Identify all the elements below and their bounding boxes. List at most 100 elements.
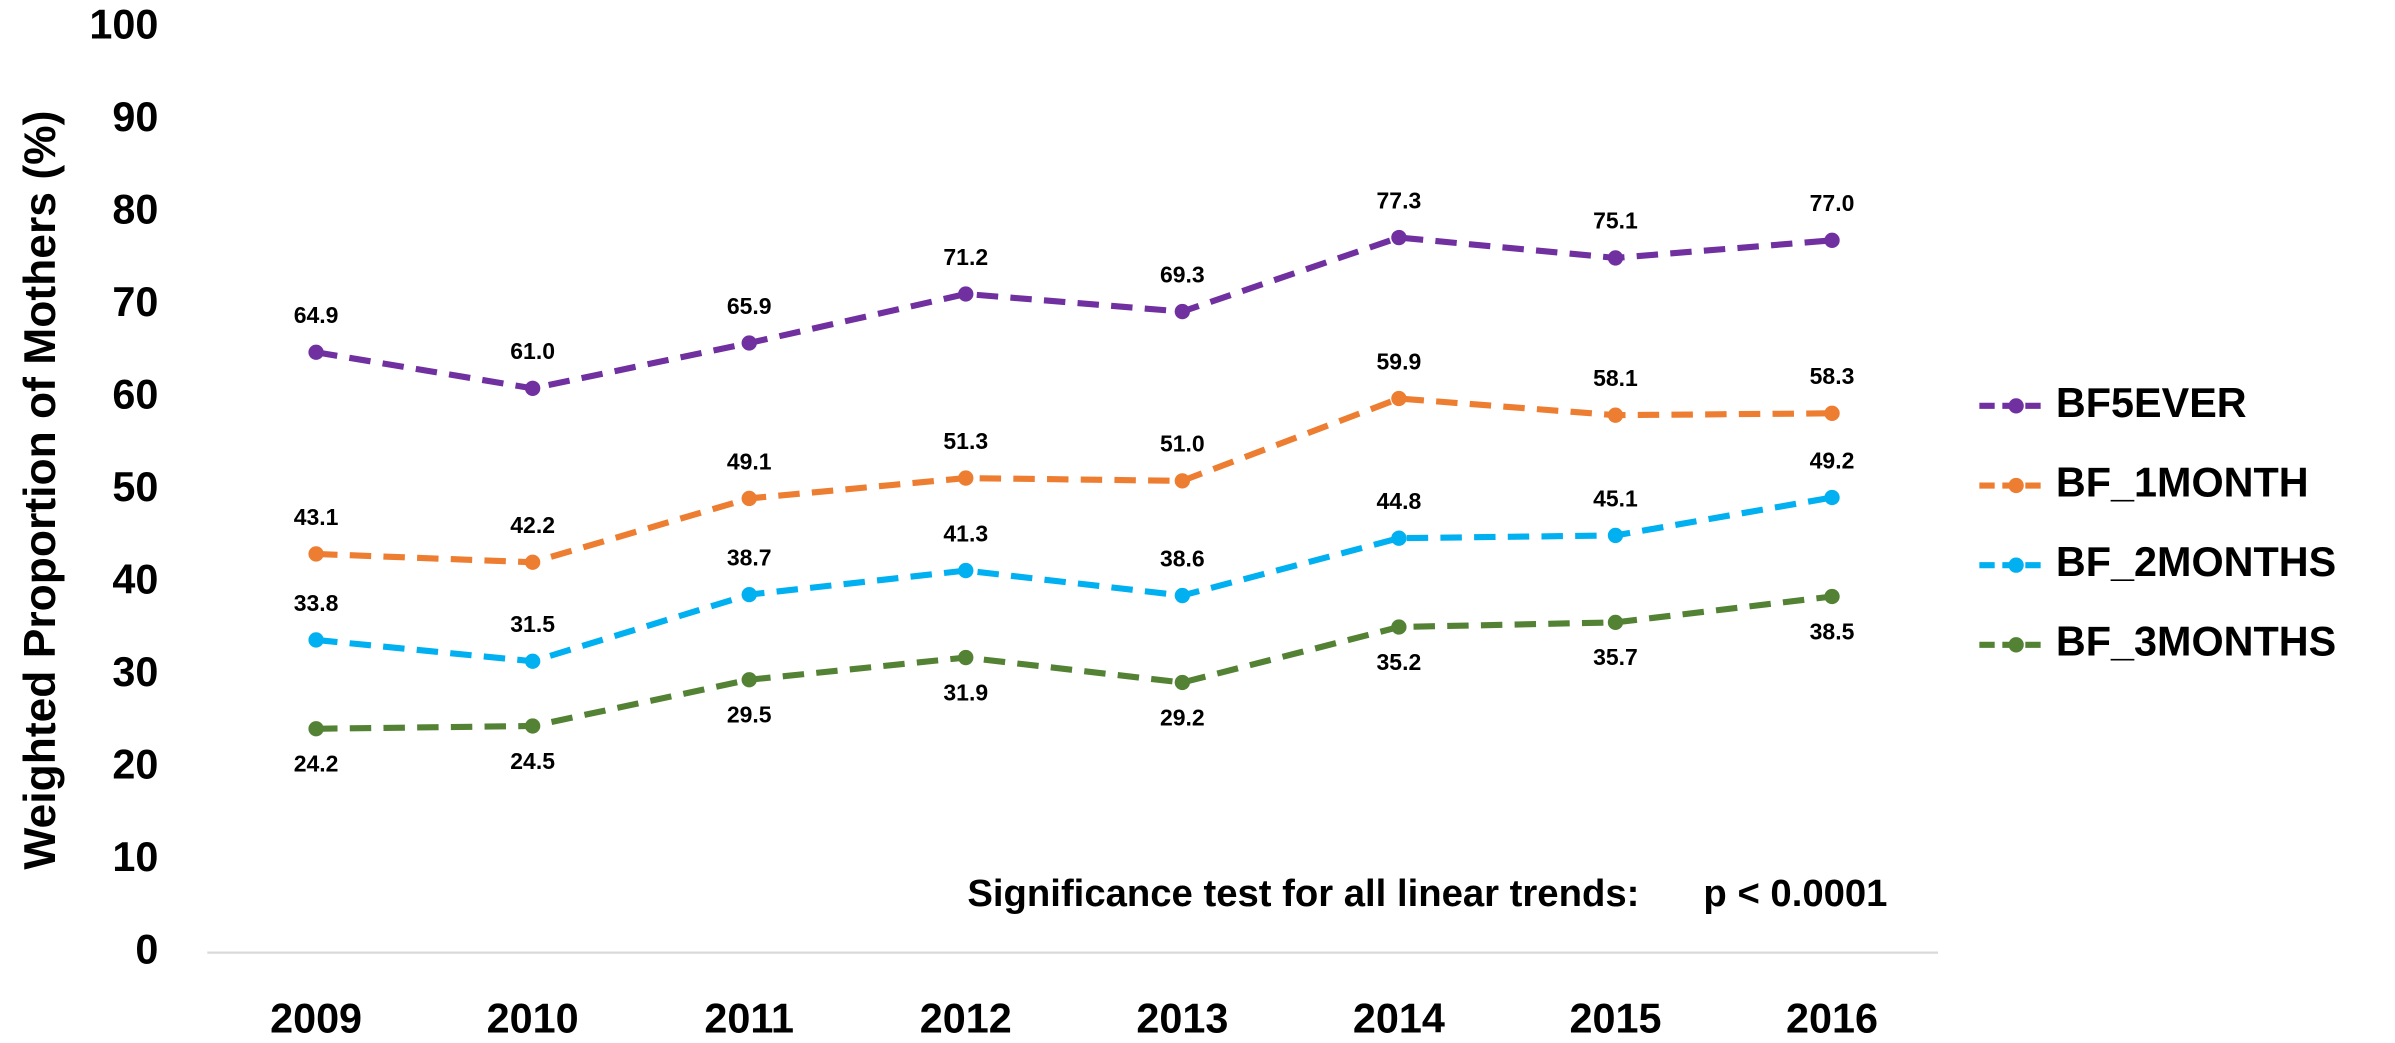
x-tick-label: 2009: [270, 995, 362, 1041]
data-label: 51.3: [943, 428, 988, 454]
series-line: [315, 234, 1833, 392]
series-line: [315, 494, 1833, 665]
y-tick-label: 80: [112, 187, 158, 233]
data-label: 51.0: [1160, 431, 1205, 457]
data-label: 58.1: [1593, 365, 1638, 391]
data-point: [1174, 473, 1190, 489]
data-label: 24.5: [510, 748, 555, 774]
annotation: Significance test for all linear trends:: [967, 872, 1639, 915]
data-point: [1391, 619, 1407, 635]
y-tick-label: 30: [112, 649, 158, 695]
legend-label: BF_2MONTHS: [2056, 539, 2336, 585]
data-label: 31.5: [510, 611, 555, 637]
data-point: [1174, 674, 1190, 691]
data-point: [1607, 250, 1624, 266]
x-tick-label: 2015: [1569, 995, 1661, 1041]
data-point: [741, 490, 757, 507]
y-tick-label: 100: [89, 1, 158, 47]
y-tick-label: 70: [112, 279, 158, 325]
data-point: [1174, 303, 1190, 320]
data-point: [1391, 390, 1407, 407]
data-label: 42.2: [510, 512, 555, 538]
data-label: 49.2: [1810, 447, 1855, 473]
y-tick-label: 20: [112, 742, 158, 788]
data-label: 29.2: [1160, 704, 1205, 730]
data-label: 29.5: [727, 702, 772, 728]
series-line: [315, 395, 1833, 566]
data-label: 44.8: [1377, 488, 1422, 514]
y-tick-label: 0: [135, 927, 158, 973]
y-tick-label: 40: [112, 557, 158, 603]
y-tick-label: 50: [112, 464, 158, 510]
data-label: 43.1: [294, 504, 339, 530]
legend-label: BF_3MONTHS: [2056, 619, 2336, 665]
legend-marker: [2008, 637, 2024, 653]
y-axis-title: Weighted Proportion of Mothers (%): [16, 111, 65, 870]
data-label: 31.9: [943, 679, 988, 705]
data-label: 77.0: [1810, 190, 1855, 216]
data-label: 49.1: [727, 448, 772, 474]
data-label: 64.9: [294, 302, 339, 328]
data-label: 61.0: [510, 338, 555, 364]
data-point: [958, 286, 974, 302]
y-tick-label: 60: [112, 372, 158, 418]
x-tick-label: 2014: [1353, 995, 1445, 1041]
data-point: [524, 380, 541, 397]
data-point: [524, 653, 541, 669]
data-label: 45.1: [1593, 485, 1638, 511]
legend-marker: [2008, 477, 2024, 494]
data-label: 38.6: [1160, 545, 1205, 571]
legend-label: BF5EVER: [2056, 380, 2247, 426]
data-label: 69.3: [1160, 261, 1205, 287]
data-point: [308, 344, 324, 360]
data-label: 24.2: [294, 751, 339, 777]
y-tick-label: 90: [112, 94, 158, 140]
x-tick-label: 2010: [487, 995, 579, 1041]
data-point: [1174, 587, 1190, 604]
data-point: [741, 586, 757, 603]
data-label: 35.7: [1593, 644, 1638, 670]
data-label: 71.2: [943, 244, 988, 270]
data-point: [308, 721, 324, 737]
data-point: [958, 470, 974, 486]
data-label: 35.2: [1377, 649, 1422, 675]
data-point: [308, 546, 324, 562]
data-point: [1391, 229, 1407, 246]
data-point: [1824, 588, 1840, 605]
data-point: [741, 335, 757, 351]
data-point: [1607, 407, 1624, 423]
x-tick-label: 2013: [1136, 995, 1228, 1041]
legend-marker: [2008, 398, 2024, 414]
data-point: [1824, 405, 1840, 421]
data-label: 75.1: [1593, 208, 1638, 234]
data-point: [524, 718, 541, 734]
data-point: [524, 554, 541, 570]
data-label: 77.3: [1377, 187, 1422, 213]
data-point: [1607, 527, 1624, 544]
annotation: p < 0.0001: [1703, 872, 1887, 915]
data-point: [308, 632, 324, 648]
data-point: [1391, 530, 1407, 546]
data-label: 41.3: [943, 520, 988, 546]
data-point: [1824, 232, 1840, 248]
data-label: 59.9: [1377, 348, 1422, 374]
legend-label: BF_1MONTH: [2056, 459, 2309, 505]
data-point: [741, 672, 757, 688]
data-label: 38.5: [1810, 618, 1855, 644]
x-tick-label: 2012: [920, 995, 1012, 1041]
series-line: [316, 593, 1833, 732]
data-label: 33.8: [294, 590, 339, 616]
data-point: [958, 562, 974, 579]
y-tick-label: 10: [112, 834, 158, 880]
data-point: [958, 649, 974, 666]
data-point: [1824, 489, 1840, 506]
data-point: [1607, 614, 1624, 631]
data-label: 58.3: [1810, 363, 1855, 389]
legend-marker: [2008, 557, 2024, 573]
x-tick-label: 2016: [1786, 995, 1878, 1041]
x-tick-label: 2011: [704, 995, 794, 1041]
data-label: 38.7: [727, 544, 772, 570]
data-label: 65.9: [727, 293, 772, 319]
